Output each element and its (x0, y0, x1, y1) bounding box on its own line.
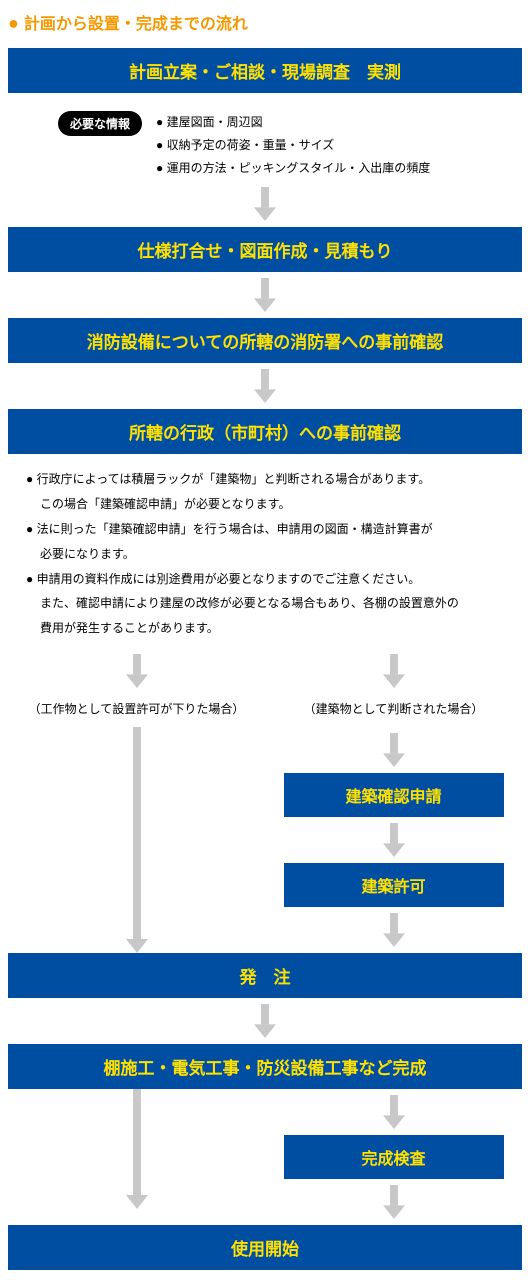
branch-label-left: （工作物として設置許可が下りた場合） (29, 700, 245, 717)
step-bar-3: 消防設備についての所轄の消防署への事前確認 (8, 318, 522, 363)
post-completion-split: 完成検査 (8, 1089, 522, 1225)
arrow-down-mid (126, 1089, 148, 1209)
info-pill: 必要な情報 (58, 111, 142, 136)
info-item: 運用の方法・ピッキングスタイル・入出庫の頻度 (156, 157, 430, 180)
step-bar-2: 仕様打合せ・図面作成・見積もり (8, 227, 522, 272)
info-item: 収納予定の荷姿・重量・サイズ (156, 134, 430, 157)
note-line: 必要になります。 (26, 543, 504, 566)
post-right-col: 完成検査 (265, 1089, 522, 1225)
branch-labels: （工作物として設置許可が下りた場合） （建築物として判断された場合） (8, 694, 522, 727)
info-list: 建屋図面・周辺図収納予定の荷姿・重量・サイズ運用の方法・ピッキングスタイル・入出… (156, 111, 430, 179)
arrow-down (383, 733, 405, 767)
note-line: 行政庁によっては積層ラックが「建築物」と判断される場合があります。 (26, 468, 504, 491)
arrow-down-tall (126, 727, 148, 953)
step-bar-4: 所轄の行政（市町村）への事前確認 (8, 409, 522, 454)
note-line: この場合「建築確認申請」が必要となります。 (26, 493, 504, 516)
arrow-down (383, 913, 405, 947)
branch-right-col: 建築確認申請 建築許可 (265, 727, 522, 953)
arrow-down (383, 654, 405, 688)
arrow-down (383, 1095, 405, 1129)
arrow-down (8, 187, 522, 221)
branch-left-col (8, 727, 265, 953)
arrow-down (126, 654, 148, 688)
required-info-row: 必要な情報 建屋図面・周辺図収納予定の荷姿・重量・サイズ運用の方法・ピッキングス… (58, 111, 522, 179)
branch-body: 建築確認申請 建築許可 (8, 727, 522, 953)
step-bar-5: 発 注 (8, 953, 522, 998)
step-bar-1: 計画立案・ご相談・現場調査 実測 (8, 48, 522, 93)
title-bullet: ● (8, 13, 24, 33)
info-item: 建屋図面・周辺図 (156, 111, 430, 134)
post-left-col (8, 1089, 265, 1225)
step-bar-7: 使用開始 (8, 1225, 522, 1270)
arrow-down (8, 1004, 522, 1038)
note-line: 法に則った「建築確認申請」を行う場合は、申請用の図面・構造計算書が (26, 518, 504, 541)
split-arrows-top (8, 648, 522, 694)
notes-block: 行政庁によっては積層ラックが「建築物」と判断される場合があります。この場合「建築… (8, 454, 522, 648)
arrow-down (8, 278, 522, 312)
note-line: また、確認申請により建屋の改修が必要となる場合もあり、各棚の設置意外の (26, 592, 504, 615)
arrow-down (383, 823, 405, 857)
arrow-down (8, 369, 522, 403)
step-bar-r1: 建築確認申請 (284, 773, 504, 817)
step-bar-r3: 完成検査 (284, 1135, 504, 1179)
arrow-down (383, 1185, 405, 1219)
branch-label-right: （建築物として判断された場合） (304, 700, 484, 717)
note-line: 費用が発生することがあります。 (26, 617, 504, 640)
flowchart-container: ● 計画から設置・完成までの流れ 計画立案・ご相談・現場調査 実測 必要な情報 … (0, 0, 530, 1280)
title-text: 計画から設置・完成までの流れ (24, 16, 248, 33)
step-bar-r2: 建築許可 (284, 863, 504, 907)
step-bar-6: 棚施工・電気工事・防災設備工事など完成 (8, 1044, 522, 1089)
page-title: ● 計画から設置・完成までの流れ (8, 10, 522, 34)
note-line: 申請用の資料作成には別途費用が必要となりますのでご注意ください。 (26, 568, 504, 591)
